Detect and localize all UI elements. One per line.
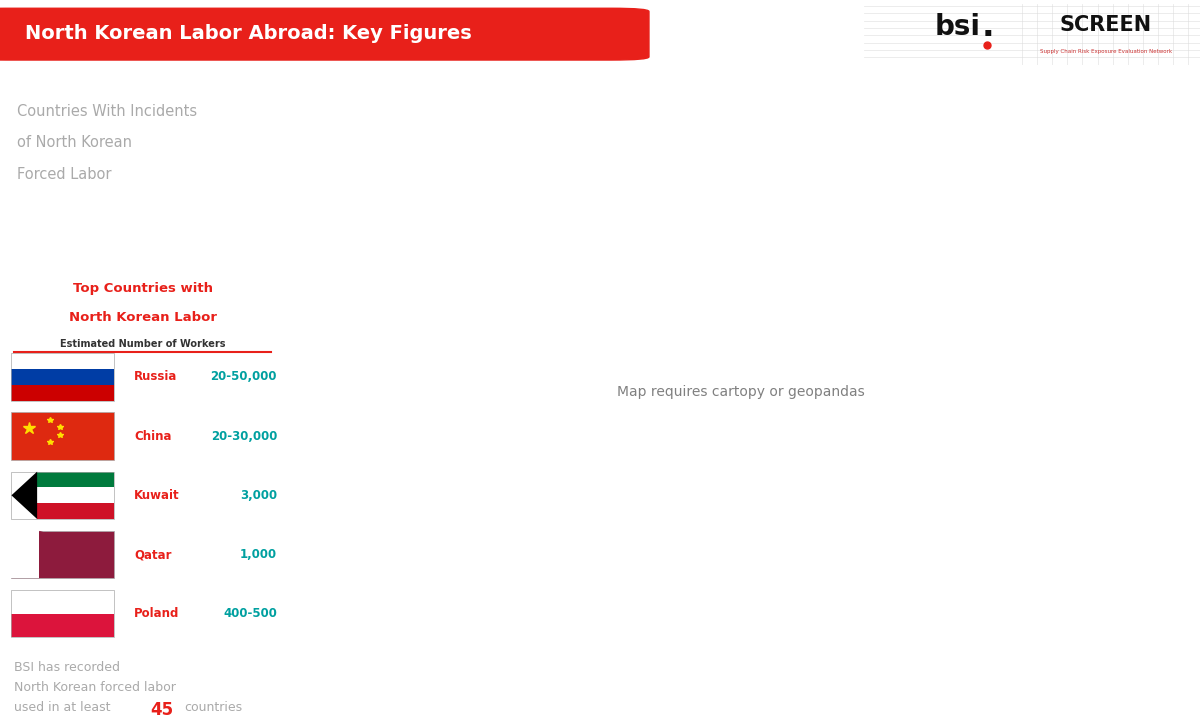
Polygon shape: [40, 562, 48, 568]
Polygon shape: [12, 472, 37, 519]
Polygon shape: [40, 573, 48, 578]
Text: countries: countries: [185, 700, 242, 713]
Text: Estimated Number of Workers: Estimated Number of Workers: [60, 339, 226, 349]
Bar: [37, 487, 114, 503]
Bar: [12, 531, 114, 578]
Polygon shape: [40, 557, 48, 562]
Text: 45: 45: [150, 700, 173, 718]
Bar: [37, 472, 114, 487]
Text: Countries With Incidents: Countries With Incidents: [17, 104, 197, 119]
Polygon shape: [40, 568, 48, 573]
Text: bsi: bsi: [935, 13, 982, 41]
Bar: [12, 385, 114, 400]
Text: 3,000: 3,000: [240, 489, 277, 502]
Text: 1,000: 1,000: [240, 548, 277, 561]
Text: North Korean Labor Abroad: Key Figures: North Korean Labor Abroad: Key Figures: [25, 24, 472, 42]
Text: Qatar: Qatar: [134, 548, 172, 561]
Polygon shape: [40, 541, 48, 546]
Text: used in at least: used in at least: [14, 700, 115, 713]
Text: Forced Labor: Forced Labor: [17, 167, 112, 182]
Bar: [12, 590, 114, 614]
Text: Russia: Russia: [134, 370, 178, 383]
Text: Supply Chain Risk Exposure Evaluation Network: Supply Chain Risk Exposure Evaluation Ne…: [1040, 49, 1172, 54]
Text: Map requires cartopy or geopandas: Map requires cartopy or geopandas: [617, 385, 865, 399]
Text: 400-500: 400-500: [223, 608, 277, 620]
Bar: [12, 353, 114, 400]
Bar: [12, 472, 114, 519]
Polygon shape: [40, 546, 48, 552]
Text: SCREEN: SCREEN: [1060, 15, 1152, 35]
Text: North Korean Labor: North Korean Labor: [68, 311, 217, 324]
Text: Poland: Poland: [134, 608, 180, 620]
Bar: [12, 590, 114, 638]
Text: 20-50,000: 20-50,000: [210, 370, 277, 383]
Polygon shape: [40, 552, 48, 557]
Text: of North Korean: of North Korean: [17, 135, 132, 150]
FancyBboxPatch shape: [0, 9, 649, 60]
Polygon shape: [40, 531, 48, 536]
Bar: [12, 531, 40, 578]
Text: BSI has recorded: BSI has recorded: [14, 661, 120, 674]
Bar: [12, 614, 114, 638]
Bar: [12, 369, 114, 385]
Bar: [12, 413, 114, 459]
Polygon shape: [40, 536, 48, 541]
Bar: [12, 353, 114, 369]
Text: Top Countries with: Top Countries with: [73, 282, 212, 295]
Text: 20-30,000: 20-30,000: [211, 430, 277, 443]
Text: Kuwait: Kuwait: [134, 489, 180, 502]
Text: North Korean forced labor: North Korean forced labor: [14, 681, 176, 694]
Bar: [37, 503, 114, 519]
Text: .: .: [982, 10, 995, 43]
Text: China: China: [134, 430, 172, 443]
